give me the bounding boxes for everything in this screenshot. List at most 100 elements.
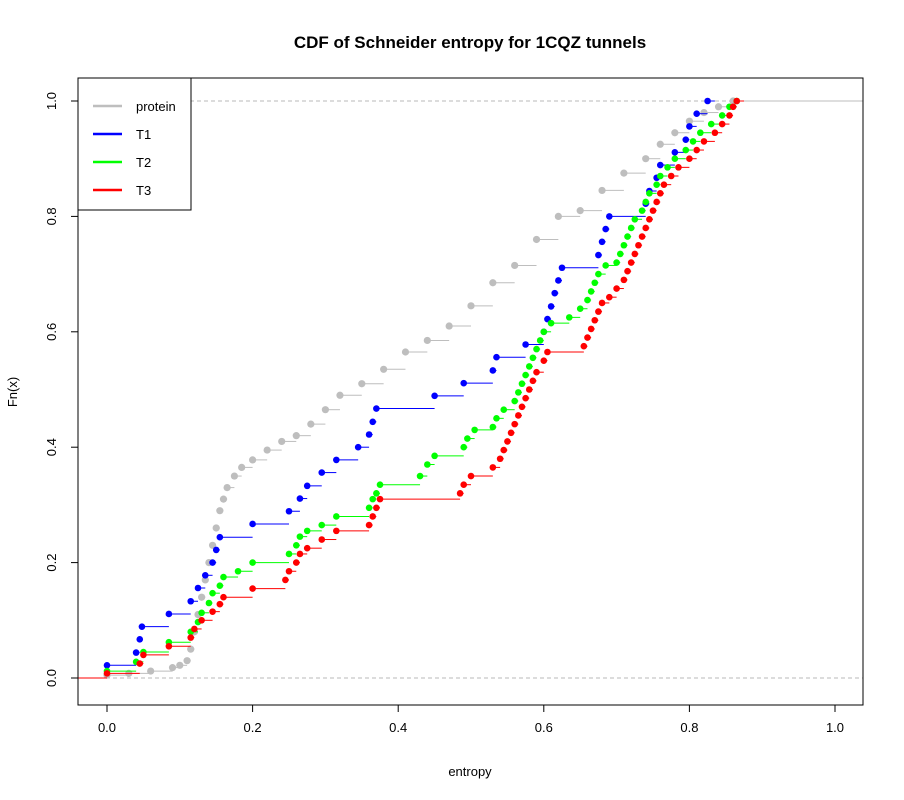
legend-label-protein: protein	[136, 99, 176, 114]
data-point	[220, 573, 227, 581]
data-point	[500, 406, 508, 413]
data-point	[249, 559, 256, 566]
data-point	[558, 264, 566, 272]
data-point	[529, 354, 537, 362]
data-point	[595, 270, 602, 278]
data-point	[216, 507, 224, 515]
data-point	[303, 544, 311, 552]
data-point	[431, 392, 438, 400]
data-point	[649, 207, 657, 214]
data-point	[667, 172, 675, 180]
data-point	[369, 418, 377, 426]
data-point	[671, 129, 679, 137]
data-point	[504, 438, 511, 445]
data-point	[493, 415, 500, 422]
data-point	[726, 112, 733, 119]
data-point	[456, 490, 464, 497]
data-point	[249, 585, 256, 592]
data-point	[522, 394, 529, 402]
series-T1	[78, 97, 715, 679]
x-tick-label: 0.4	[389, 720, 407, 735]
data-point	[209, 608, 216, 615]
data-point	[234, 567, 242, 575]
data-point	[380, 365, 388, 373]
data-point	[646, 215, 653, 223]
data-point	[216, 533, 224, 541]
data-point	[230, 472, 238, 480]
data-point	[354, 443, 362, 451]
reference-lines	[78, 100, 863, 679]
data-point	[682, 136, 690, 143]
data-point	[518, 403, 526, 411]
data-point	[489, 367, 497, 374]
data-point	[638, 233, 646, 240]
data-point	[489, 423, 497, 431]
x-tick-label: 0.2	[244, 720, 262, 735]
data-point	[183, 657, 191, 665]
data-point	[653, 198, 660, 206]
data-point	[132, 649, 140, 656]
data-point	[533, 368, 540, 376]
data-point	[595, 251, 602, 259]
data-point	[682, 146, 690, 154]
chart-title: CDF of Schneider entropy for 1CQZ tunnel…	[294, 33, 646, 52]
data-point	[138, 623, 146, 630]
data-point	[496, 455, 504, 463]
data-point	[532, 235, 541, 244]
data-point	[540, 328, 548, 336]
data-point	[194, 584, 202, 592]
data-point	[511, 397, 518, 405]
data-point	[460, 443, 468, 451]
data-point	[555, 277, 562, 284]
data-point	[613, 285, 620, 292]
data-point	[489, 464, 497, 471]
data-point	[598, 299, 606, 307]
data-point	[369, 513, 377, 520]
data-point	[544, 348, 551, 356]
data-point	[373, 490, 380, 497]
data-point	[518, 380, 526, 388]
data-point	[136, 660, 144, 667]
data-point	[464, 435, 471, 442]
y-tick-label: 0.8	[44, 207, 59, 225]
data-point	[373, 405, 380, 412]
data-point	[689, 138, 697, 145]
data-point	[416, 472, 424, 480]
data-point	[565, 314, 573, 321]
legend-label-T1: T1	[136, 127, 151, 142]
data-point	[296, 495, 304, 502]
data-point	[209, 559, 216, 566]
data-point	[318, 521, 326, 529]
data-point	[613, 259, 620, 266]
data-point	[525, 386, 533, 393]
data-point	[445, 322, 453, 330]
data-point	[358, 380, 366, 388]
data-point	[296, 533, 304, 540]
legend-label-T2: T2	[136, 155, 151, 170]
data-point	[529, 377, 537, 385]
data-point	[285, 550, 293, 558]
data-point	[373, 504, 380, 512]
data-point	[718, 120, 726, 128]
data-point	[711, 129, 719, 137]
data-point	[547, 303, 555, 310]
data-point	[671, 155, 679, 162]
data-point	[147, 667, 155, 675]
x-tick-label: 0.6	[535, 720, 553, 735]
data-point	[700, 108, 708, 117]
data-point	[507, 429, 515, 437]
data-point	[551, 289, 559, 297]
data-point	[292, 541, 300, 549]
data-point	[212, 524, 220, 532]
data-point	[631, 215, 639, 223]
data-point	[515, 389, 522, 396]
legend: protein T1 T2 T3	[77, 77, 192, 211]
data-point	[165, 642, 173, 650]
data-point	[686, 123, 693, 130]
data-point	[216, 600, 224, 608]
data-point	[303, 482, 311, 490]
data-point	[365, 431, 373, 438]
data-point	[536, 337, 544, 344]
data-point	[584, 334, 591, 341]
data-point	[631, 250, 639, 258]
